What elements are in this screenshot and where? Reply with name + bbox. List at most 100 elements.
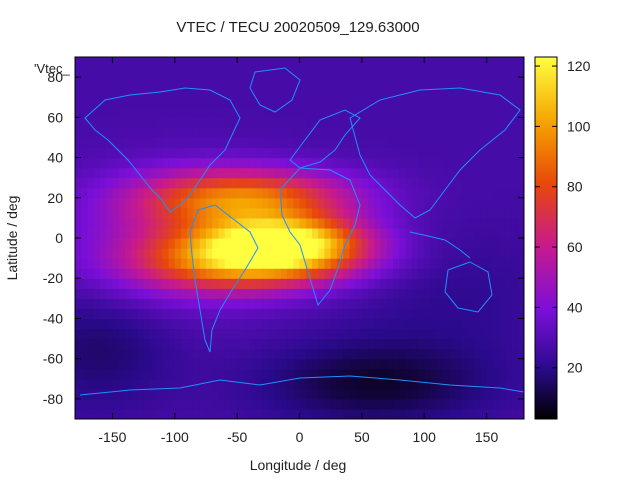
heat-cell (386, 167, 394, 179)
heat-cell (499, 278, 506, 289)
heat-cell (486, 77, 494, 88)
heat-cell (355, 238, 363, 249)
heat-cell (361, 217, 369, 229)
heat-cell (380, 388, 388, 400)
heat-cell (99, 147, 107, 159)
heat-cell (243, 227, 251, 239)
heat-cell (75, 408, 82, 419)
heat-cell (480, 97, 488, 108)
heat-cell (93, 278, 101, 289)
heat-cell (168, 197, 176, 209)
heat-cell (430, 328, 438, 340)
heat-cell (455, 137, 463, 149)
heat-cell (181, 187, 188, 199)
heat-cell (187, 97, 195, 108)
heat-cell (255, 298, 263, 309)
heat-cell (361, 368, 369, 380)
heat-cell (199, 318, 207, 330)
heat-cell (268, 358, 276, 370)
heat-cell (199, 248, 207, 259)
heat-cell (336, 167, 344, 179)
heat-cell (255, 238, 263, 249)
heat-cell (199, 278, 207, 289)
heat-cell (143, 278, 151, 289)
heat-cell (361, 338, 369, 350)
heat-cell (274, 107, 282, 118)
heat-cell (162, 117, 170, 128)
heat-cell (492, 388, 500, 400)
heat-cell (499, 308, 506, 320)
heat-cell (243, 378, 251, 390)
heat-cell (486, 57, 494, 68)
heat-cell (237, 117, 244, 128)
heat-cell (492, 157, 500, 169)
heat-cell (118, 147, 126, 159)
heat-cell (243, 97, 251, 108)
heat-cell (336, 227, 344, 239)
heat-cell (349, 57, 357, 68)
heat-cell (168, 187, 176, 199)
heat-cell (193, 127, 201, 139)
heat-cell (81, 197, 89, 209)
heat-cell (436, 67, 444, 78)
heat-cell (330, 117, 338, 128)
heat-cell (274, 67, 282, 78)
heat-cell (467, 97, 475, 108)
heat-cell (411, 338, 419, 350)
heat-cell (124, 197, 132, 209)
heat-cell (517, 107, 524, 118)
heat-cell (255, 217, 263, 229)
heat-cell (287, 238, 294, 249)
heat-cell (255, 278, 263, 289)
heat-cell (299, 288, 307, 299)
heat-cell (75, 197, 82, 209)
heat-cell (237, 298, 244, 309)
heat-cell (149, 278, 157, 289)
heat-cell (174, 107, 182, 118)
heat-cell (112, 328, 120, 340)
y-tick-label: 0 (55, 230, 63, 246)
heat-cell (255, 117, 263, 128)
heat-cell (311, 217, 319, 229)
heat-cell (287, 288, 294, 299)
heat-cell (156, 358, 163, 370)
heat-cell (106, 248, 114, 259)
heat-cell (181, 258, 188, 269)
heat-cell (187, 278, 195, 289)
heat-cell (399, 227, 407, 239)
heat-cell (274, 348, 282, 360)
heat-cell (87, 117, 95, 128)
heat-cell (255, 187, 263, 199)
heat-cell (118, 97, 126, 108)
heat-cell (230, 157, 238, 169)
heat-cell (517, 348, 524, 360)
heat-cell (124, 67, 132, 78)
y-tick-label: -40 (43, 310, 63, 326)
heat-cell (243, 368, 251, 380)
heat-cell (124, 167, 132, 179)
heat-cell (255, 358, 263, 370)
heat-cell (336, 278, 344, 289)
heat-cell (224, 288, 232, 299)
heat-cell (81, 248, 89, 259)
coastline-indonesia (409, 231, 471, 259)
heat-cell (274, 338, 282, 350)
heat-cell (343, 167, 350, 179)
heat-cell (374, 378, 382, 390)
heat-cell (268, 67, 276, 78)
heat-cell (230, 217, 238, 229)
heat-cell (305, 248, 313, 259)
heat-cell (336, 147, 344, 159)
heat-cell (149, 127, 157, 139)
heat-cell (430, 187, 438, 199)
vtec-heatmap (75, 57, 524, 419)
heat-cell (174, 288, 182, 299)
heat-cell (99, 288, 107, 299)
heat-cell (355, 398, 363, 410)
heat-cell (99, 137, 107, 149)
heat-cell (492, 268, 500, 279)
heat-cell (193, 157, 201, 169)
heat-cell (156, 388, 163, 400)
heat-cell (355, 137, 363, 149)
heat-cell (517, 57, 524, 68)
